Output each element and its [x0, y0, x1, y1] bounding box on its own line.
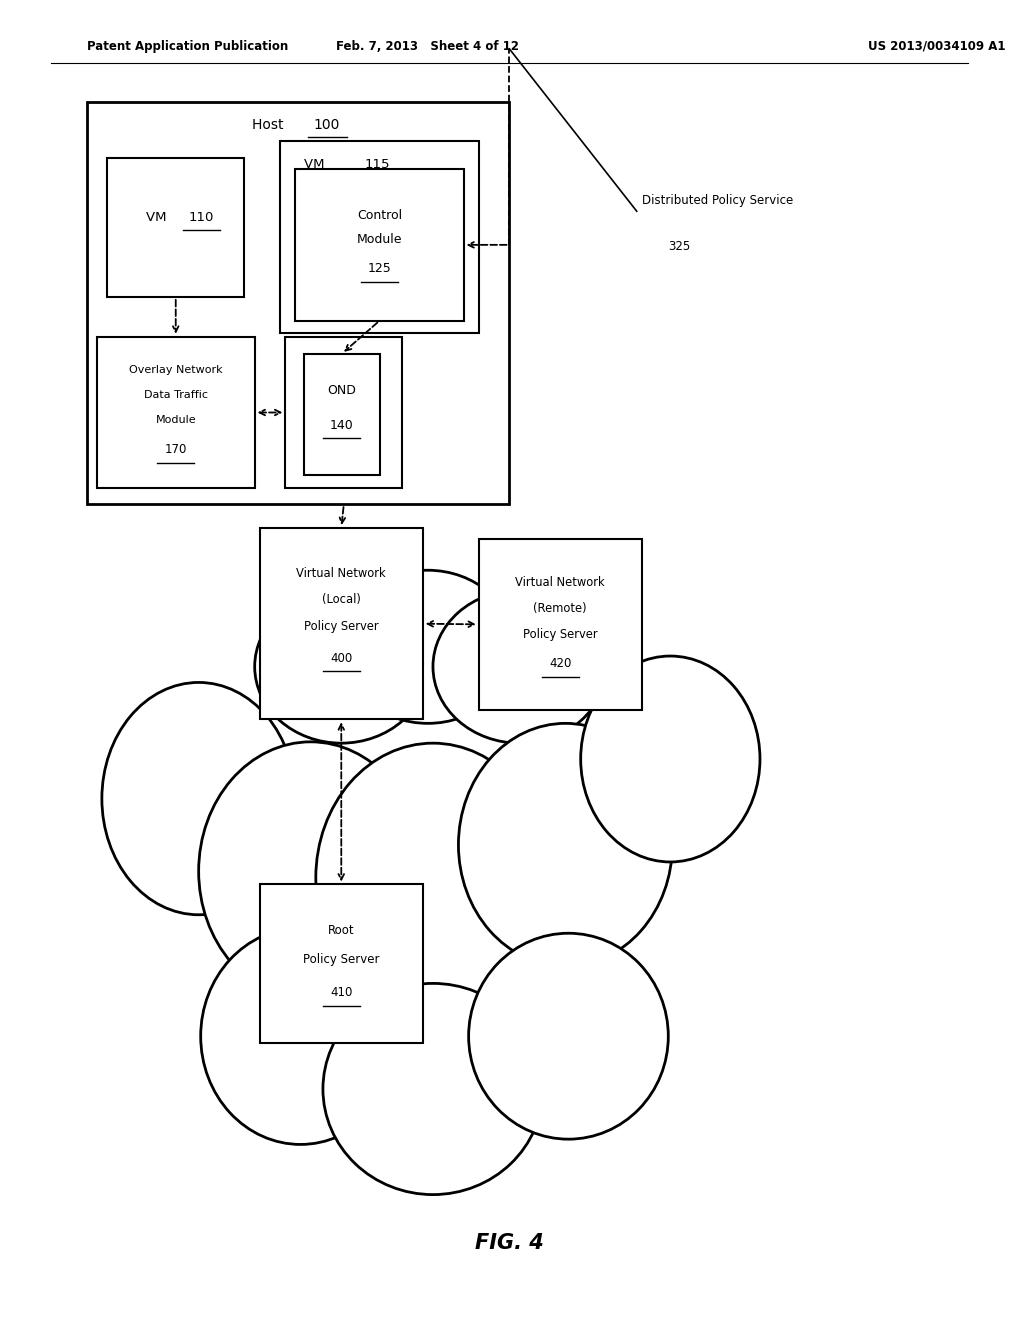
Text: (Remote): (Remote) [534, 602, 587, 615]
FancyArrowPatch shape [339, 725, 344, 879]
Ellipse shape [199, 742, 423, 1001]
Text: 400: 400 [330, 652, 352, 664]
FancyBboxPatch shape [260, 528, 423, 719]
FancyBboxPatch shape [106, 158, 245, 297]
Text: Module: Module [356, 234, 402, 246]
Text: 115: 115 [365, 158, 390, 172]
FancyArrowPatch shape [345, 322, 378, 351]
Text: 170: 170 [165, 444, 187, 455]
Text: VM: VM [304, 158, 334, 172]
Text: Root: Root [328, 924, 354, 937]
Text: Module: Module [156, 416, 196, 425]
Ellipse shape [581, 656, 760, 862]
Ellipse shape [433, 590, 606, 743]
Text: Feb. 7, 2013   Sheet 4 of 12: Feb. 7, 2013 Sheet 4 of 12 [336, 40, 519, 53]
Text: Patent Application Publication: Patent Application Publication [87, 40, 288, 53]
Text: FIG. 4: FIG. 4 [475, 1233, 544, 1254]
Text: 110: 110 [188, 211, 214, 223]
Text: OND: OND [328, 384, 356, 397]
Text: 420: 420 [549, 657, 571, 671]
Text: Policy Server: Policy Server [304, 620, 379, 632]
FancyBboxPatch shape [296, 169, 464, 321]
Text: Virtual Network: Virtual Network [297, 568, 386, 579]
FancyArrowPatch shape [340, 507, 345, 523]
Text: 140: 140 [330, 418, 353, 432]
Text: Control: Control [357, 210, 402, 222]
Text: 100: 100 [313, 119, 340, 132]
Text: (Local): (Local) [322, 594, 360, 606]
Text: 325: 325 [669, 240, 690, 253]
FancyBboxPatch shape [87, 102, 509, 504]
Text: Overlay Network: Overlay Network [129, 366, 222, 375]
Ellipse shape [201, 928, 400, 1144]
Ellipse shape [101, 682, 296, 915]
Text: VM: VM [146, 211, 175, 223]
Text: Policy Server: Policy Server [303, 953, 380, 966]
FancyArrowPatch shape [259, 409, 281, 416]
Text: US 2013/0034109 A1: US 2013/0034109 A1 [868, 40, 1006, 53]
Ellipse shape [469, 933, 669, 1139]
Text: Distributed Policy Service: Distributed Policy Service [642, 194, 793, 207]
Ellipse shape [341, 570, 514, 723]
FancyBboxPatch shape [479, 539, 642, 710]
FancyBboxPatch shape [97, 337, 255, 488]
Text: Virtual Network: Virtual Network [515, 576, 605, 589]
Ellipse shape [255, 590, 428, 743]
Text: Policy Server: Policy Server [523, 628, 598, 642]
Text: Host: Host [252, 119, 293, 132]
FancyBboxPatch shape [281, 141, 479, 333]
Ellipse shape [315, 743, 550, 1012]
Text: 410: 410 [330, 986, 352, 999]
FancyBboxPatch shape [303, 354, 380, 475]
Text: Data Traffic: Data Traffic [143, 391, 208, 400]
FancyArrowPatch shape [428, 620, 474, 627]
FancyBboxPatch shape [286, 337, 402, 488]
Text: 125: 125 [368, 263, 391, 275]
FancyArrowPatch shape [173, 300, 178, 331]
Ellipse shape [323, 983, 543, 1195]
FancyBboxPatch shape [260, 884, 423, 1043]
Ellipse shape [459, 723, 673, 966]
